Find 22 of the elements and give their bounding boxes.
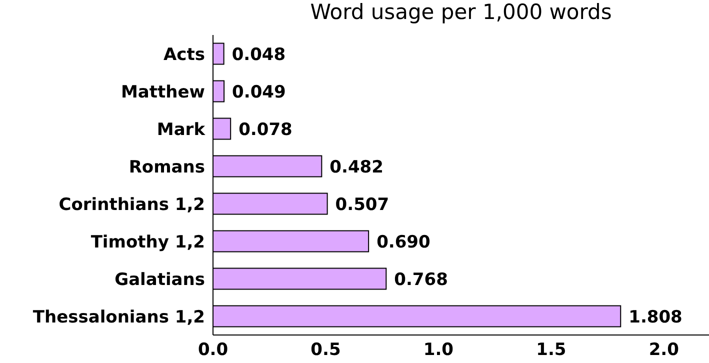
data-label: 0.048 xyxy=(232,44,286,65)
x-tick-label: 2.0 xyxy=(648,340,680,360)
data-label: 0.507 xyxy=(335,194,390,215)
data-label: 0.049 xyxy=(232,82,286,102)
x-tick-label: 0.5 xyxy=(310,340,341,360)
y-tick-label: Timothy 1,2 xyxy=(90,232,205,252)
y-tick-label: Thessalonians 1,2 xyxy=(32,307,205,328)
y-tick-label: Galatians xyxy=(114,270,205,290)
data-label: 0.768 xyxy=(394,270,448,290)
y-tick-label: Acts xyxy=(164,44,205,65)
y-tick-label: Corinthians 1,2 xyxy=(58,194,205,215)
data-label: 0.078 xyxy=(238,120,292,140)
data-label: 0.482 xyxy=(330,157,384,178)
y-tick-label: Romans xyxy=(128,157,205,178)
x-tick-label: 1.0 xyxy=(423,340,454,360)
y-tick-label: Matthew xyxy=(121,82,206,102)
x-tick-label: 1.5 xyxy=(536,340,566,360)
x-tick-label: 0.0 xyxy=(198,340,228,360)
y-tick-label: Mark xyxy=(156,120,206,140)
data-label: 1.808 xyxy=(628,307,682,328)
chart-title: Word usage per 1,000 words xyxy=(309,0,613,24)
data-label: 0.690 xyxy=(376,232,431,252)
